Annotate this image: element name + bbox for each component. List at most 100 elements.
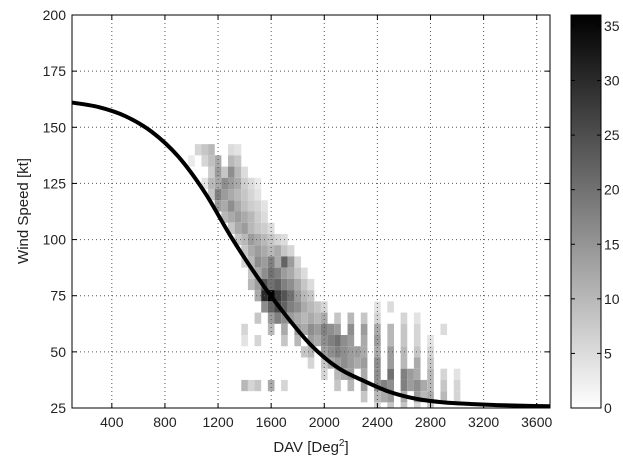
y-tick-label: 200 — [43, 7, 67, 23]
heatmap-cell — [340, 335, 348, 347]
heatmap-cell — [334, 323, 341, 336]
heatmap-cell — [208, 177, 215, 190]
heatmap-cell — [254, 189, 262, 201]
heatmap-cell — [400, 379, 408, 392]
heatmap-cell — [267, 256, 275, 268]
heatmap-cell — [241, 211, 248, 223]
heatmap-cell — [208, 155, 215, 167]
heatmap-cell — [340, 368, 348, 380]
heatmap-cell — [201, 155, 209, 167]
y-tick-label: 100 — [43, 232, 67, 248]
heatmap-cell — [320, 368, 328, 380]
heatmap-cell — [267, 245, 275, 257]
heatmap-cell — [281, 301, 288, 313]
heatmap-cell — [254, 211, 262, 223]
heatmap-cell — [400, 368, 408, 380]
heatmap-cell — [247, 211, 255, 223]
heatmap-cell — [281, 323, 288, 336]
heatmap-cell — [400, 357, 408, 369]
heatmap-cell — [387, 391, 394, 403]
heatmap-cell — [228, 144, 235, 156]
heatmap-cell — [241, 323, 248, 336]
heatmap-cell — [320, 301, 328, 313]
heatmap-cell — [407, 379, 414, 392]
heatmap-cell — [294, 301, 302, 313]
x-tick-label: 2800 — [415, 414, 446, 430]
heatmap-cell — [360, 379, 368, 392]
colorbar-tick-label: 30 — [604, 73, 620, 89]
heatmap-cell — [208, 144, 215, 156]
heatmap-cell — [334, 368, 341, 380]
heatmap-cell — [228, 222, 235, 234]
colorbar-tick-label: 0 — [604, 400, 612, 416]
heatmap-cell — [387, 346, 394, 358]
heatmap-cell — [294, 335, 302, 347]
heatmap-cell — [301, 278, 308, 291]
heatmap-cell — [188, 155, 195, 167]
heatmap-cell — [307, 346, 315, 358]
heatmap-cell — [320, 323, 328, 336]
heatmap-cell — [374, 301, 381, 313]
plot-frame — [71, 14, 551, 409]
heatmap-cell — [208, 189, 215, 201]
heatmap-cell — [334, 346, 341, 358]
heatmap-cell — [340, 357, 348, 369]
heatmap-cell — [413, 402, 421, 408]
heatmap-cell — [254, 200, 262, 212]
heatmap-cell — [274, 256, 282, 268]
heatmap-cell — [387, 402, 394, 408]
heatmap-cell — [281, 278, 288, 291]
heatmap-cell — [247, 267, 255, 279]
heatmap-cell — [413, 391, 421, 403]
heatmap-cell — [301, 267, 308, 279]
x-tick-label: 400 — [100, 414, 124, 430]
heatmap-cell — [254, 278, 262, 291]
heatmap-cell — [413, 323, 421, 336]
heatmap-cell — [334, 357, 341, 369]
x-tick-label: 1600 — [256, 414, 287, 430]
heatmap-cell — [241, 245, 248, 257]
heatmap-cell — [440, 379, 448, 392]
heatmap-cell — [287, 256, 295, 268]
heatmap-cell — [274, 312, 282, 324]
x-tick-label: 800 — [153, 414, 177, 430]
heatmap-cell — [254, 312, 262, 324]
x-tick-label: 2400 — [362, 414, 393, 430]
heatmap-cell — [334, 335, 341, 347]
heatmap-cell — [234, 155, 242, 167]
heatmap-cell — [413, 312, 421, 324]
heatmap-cell — [247, 177, 255, 190]
heatmap-cell — [287, 301, 295, 313]
colorbar-tick-label: 35 — [604, 18, 620, 34]
heatmap-cell — [194, 144, 202, 156]
x-tick-label: 3200 — [468, 414, 499, 430]
heatmap-cell — [261, 256, 268, 268]
x-axis-ticks: 400 800 1200 1600 2000 2400 2800 3200 3600 — [100, 15, 553, 430]
heatmap-cell — [307, 312, 315, 324]
heatmap-cell — [234, 233, 242, 246]
colorbar-tick-label: 10 — [604, 291, 620, 307]
heatmap-cell — [261, 245, 268, 257]
heatmap-cell — [400, 402, 408, 408]
heatmap-cell — [261, 267, 268, 279]
y-tick-label: 25 — [50, 400, 66, 416]
heatmap-cell — [234, 222, 242, 234]
heatmap-cell — [387, 357, 394, 369]
heatmap-cell — [307, 335, 315, 347]
heatmap-cell — [267, 278, 275, 291]
heatmap-cell — [241, 335, 248, 347]
y-axis-ticks: 25 50 75 100 125 150 175 200 — [43, 7, 550, 416]
heatmap-cell — [294, 256, 302, 268]
heatmap-cell — [201, 144, 209, 156]
heatmap-cell — [287, 290, 295, 302]
heatmap-cell — [214, 200, 222, 212]
heatmap-cell — [307, 301, 315, 313]
heatmap-cell — [413, 379, 421, 392]
heatmap-cell — [247, 222, 255, 234]
heatmap-cell — [247, 233, 255, 246]
heatmap-cell — [208, 166, 215, 178]
heatmap-cell — [287, 278, 295, 291]
heatmap-cell — [440, 368, 448, 380]
heatmap-cell — [274, 267, 282, 279]
heatmap-cell — [254, 335, 262, 347]
